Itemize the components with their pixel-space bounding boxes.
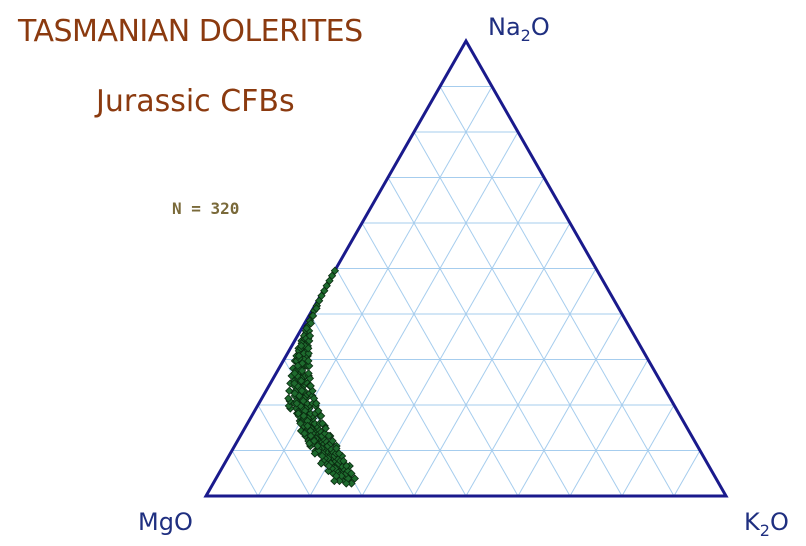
vertex-label-top-base: Na xyxy=(488,13,521,41)
data-point xyxy=(304,349,313,358)
vertex-label-top-tail: O xyxy=(531,13,550,41)
data-point xyxy=(324,461,334,471)
data-point xyxy=(342,461,351,471)
data-point xyxy=(317,459,326,468)
data-point xyxy=(302,324,311,333)
data-point xyxy=(290,369,299,378)
grid-line xyxy=(231,450,259,497)
grid-line xyxy=(517,313,623,497)
data-point xyxy=(321,424,330,433)
data-point xyxy=(309,394,319,403)
data-point xyxy=(305,336,314,346)
data-point xyxy=(305,439,314,448)
data-point xyxy=(299,411,308,421)
data-point xyxy=(294,409,303,418)
data-point xyxy=(327,271,337,280)
data-point xyxy=(339,456,348,466)
data-point xyxy=(297,366,307,376)
data-point xyxy=(297,376,306,386)
data-point xyxy=(324,431,334,441)
grid-line xyxy=(257,86,493,497)
grid-line xyxy=(309,313,415,497)
data-point xyxy=(303,421,312,431)
data-point xyxy=(328,436,337,446)
data-point xyxy=(285,386,294,396)
data-point xyxy=(317,451,327,461)
data-point xyxy=(293,361,302,371)
data-point xyxy=(294,351,304,361)
data-point xyxy=(332,444,341,453)
grid-line xyxy=(439,86,675,497)
vertex-label-right-sub: 2 xyxy=(760,521,770,540)
data-point xyxy=(347,469,356,478)
data-point xyxy=(316,411,326,421)
data-point xyxy=(343,466,353,476)
grid-line xyxy=(621,404,675,497)
data-point xyxy=(297,341,306,351)
vertex-label-top-sub: 2 xyxy=(521,26,531,45)
grid-line xyxy=(335,268,467,497)
grid-line xyxy=(569,359,649,497)
data-point xyxy=(330,266,340,275)
data-point xyxy=(290,389,299,398)
data-point xyxy=(306,381,315,391)
data-point xyxy=(306,431,316,441)
data-point xyxy=(296,419,305,428)
data-point xyxy=(350,474,359,483)
data-point xyxy=(342,479,351,488)
data-point xyxy=(292,399,301,408)
sample-count-annotation: N = 320 xyxy=(172,199,240,218)
data-point xyxy=(284,401,294,411)
grid-line xyxy=(387,177,571,497)
data-point xyxy=(308,311,318,320)
data-point xyxy=(312,304,321,313)
data-point xyxy=(314,406,323,416)
grid-line xyxy=(673,450,701,497)
data-point xyxy=(322,281,331,290)
grid-line xyxy=(465,268,597,497)
data-point xyxy=(324,466,333,476)
vertex-label-left: MgO xyxy=(138,508,193,536)
data-point xyxy=(313,441,322,451)
grid-line xyxy=(361,177,545,497)
chart-subtitle: Jurassic CFBs xyxy=(96,84,295,119)
data-point xyxy=(304,356,313,366)
chart-title: TASMANIAN DOLERITES xyxy=(18,14,363,49)
vertex-label-right: K2O xyxy=(744,508,789,540)
data-point xyxy=(310,449,320,458)
vertex-label-right-tail: O xyxy=(770,508,789,536)
data-point xyxy=(300,429,309,438)
data-point xyxy=(284,394,293,403)
data-point xyxy=(306,319,316,328)
data-point xyxy=(290,379,299,388)
grid-lines xyxy=(231,86,701,497)
vertex-label-right-base: K xyxy=(744,508,761,536)
data-point xyxy=(318,419,327,428)
data-point xyxy=(305,331,315,341)
data-points xyxy=(284,266,359,488)
data-point xyxy=(304,369,313,378)
data-point xyxy=(332,471,341,481)
vertex-label-left-base: MgO xyxy=(138,508,193,536)
grid-line xyxy=(257,404,311,497)
vertex-label-top: Na2O xyxy=(488,13,550,45)
data-point xyxy=(304,344,313,353)
